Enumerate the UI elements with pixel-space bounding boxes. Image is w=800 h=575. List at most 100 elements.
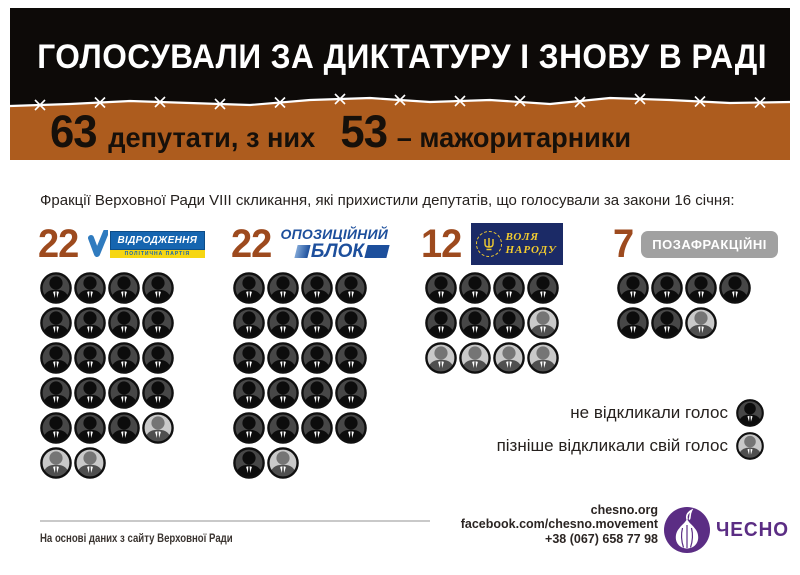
icon-grid-opposition-bloc [233, 272, 367, 479]
deputy-kept-icon [617, 307, 649, 339]
parallelogram-icon [364, 245, 390, 258]
deputy-recalled-icon [142, 412, 174, 444]
faction-header-pozafraktsiini: 7 ПОЗАФРАКЦІЙНІ [613, 221, 778, 267]
deputy-kept-icon [233, 377, 265, 409]
deputy-recalled-icon [527, 307, 559, 339]
deputy-kept-icon [493, 307, 525, 339]
legend-row-kept: не відкликали голос [570, 399, 764, 427]
deputy-kept-icon [108, 377, 140, 409]
deputy-kept-icon [527, 272, 559, 304]
opposition-bloc-logo-icon: ОПОЗИЦІЙНИЙ БЛОК [281, 227, 390, 261]
deputy-kept-icon [335, 342, 367, 374]
deputy-kept-icon [335, 377, 367, 409]
deputy-kept-icon [142, 272, 174, 304]
deputy-kept-icon [425, 307, 457, 339]
stats-line: 63 депутати, з них 53 – мажоритарники [50, 109, 631, 154]
stat-majoritarian-label: – мажоритарники [396, 122, 632, 153]
faction-count: 7 [613, 222, 634, 266]
deputy-kept-icon [335, 412, 367, 444]
website-link: chesno.org [590, 503, 658, 517]
deputy-kept-icon [335, 272, 367, 304]
deputy-kept-icon [335, 307, 367, 339]
deputy-kept-icon [142, 342, 174, 374]
deputy-kept-icon [74, 377, 106, 409]
subtitle: Фракції Верховної Ради VIII скликання, я… [40, 192, 735, 209]
legend-row-recalled: пізніше відкликали свій голос [497, 432, 764, 460]
deputy-recalled-icon [40, 447, 72, 479]
deputy-kept-icon [736, 399, 764, 427]
deputy-kept-icon [617, 272, 649, 304]
legend-kept-label: не відкликали голос [570, 403, 728, 422]
facebook-link: facebook.com/chesno.movement [460, 517, 658, 532]
deputy-recalled-icon [459, 342, 491, 374]
deputy-recalled-icon [527, 342, 559, 374]
stat-total-label: депутати, з них [108, 122, 316, 153]
deputy-kept-icon [301, 307, 333, 339]
deputy-kept-icon [459, 272, 491, 304]
deputy-kept-icon [685, 272, 717, 304]
deputy-kept-icon [301, 377, 333, 409]
volya-narodu-logo-icon: ВОЛЯ НАРОДУ [470, 223, 563, 265]
chesno-wordmark: ЧЕСНО [716, 519, 790, 541]
faction-count: 22 [38, 222, 79, 266]
deputy-kept-icon [74, 272, 106, 304]
deputy-kept-icon [651, 272, 683, 304]
faction-header-vidrodzhennya: 22 ВІДРОДЖЕННЯ ПОЛІТИЧНА ПАРТІЯ [38, 221, 206, 267]
volya-logo-line1: ВОЛЯ [505, 231, 540, 244]
deputy-kept-icon [651, 307, 683, 339]
deputy-recalled-icon [74, 447, 106, 479]
faction-header-volya-narodu: 12 ВОЛЯ НАРОДУ [421, 221, 563, 267]
checkmark-icon [87, 230, 108, 257]
deputy-kept-icon [108, 307, 140, 339]
faction-count: 12 [421, 222, 462, 266]
deputy-kept-icon [40, 272, 72, 304]
deputy-kept-icon [301, 272, 333, 304]
deputy-kept-icon [233, 412, 265, 444]
deputy-kept-icon [267, 412, 299, 444]
deputy-kept-icon [233, 447, 265, 479]
deputy-kept-icon [108, 272, 140, 304]
legend: не відкликали голос пізніше відкликали с… [497, 399, 764, 460]
deputy-kept-icon [40, 307, 72, 339]
deputy-recalled-icon [425, 342, 457, 374]
deputy-kept-icon [267, 377, 299, 409]
vidrodzhennya-logo-icon: ВІДРОДЖЕННЯ ПОЛІТИЧНА ПАРТІЯ [87, 230, 206, 258]
parallelogram-icon [294, 245, 311, 258]
deputy-kept-icon [301, 412, 333, 444]
stat-total-number: 63 [50, 106, 98, 157]
vidrodzhennya-logo-text: ВІДРОДЖЕННЯ [109, 230, 206, 250]
deputy-kept-icon [74, 412, 106, 444]
deputy-kept-icon [108, 412, 140, 444]
deputy-kept-icon [233, 272, 265, 304]
deputy-kept-icon [233, 342, 265, 374]
deputy-kept-icon [719, 272, 751, 304]
footer-divider [40, 520, 430, 522]
deputy-kept-icon [142, 377, 174, 409]
icon-grid-vidrodzhennya [40, 272, 174, 479]
icon-grid-volya-narodu [425, 272, 559, 374]
page-title: ГОЛОСУВАЛИ ЗА ДИКТАТУРУ І ЗНОВУ В РАДІ [37, 38, 767, 76]
deputy-kept-icon [40, 342, 72, 374]
deputy-kept-icon [459, 307, 491, 339]
deputy-kept-icon [267, 307, 299, 339]
deputy-kept-icon [493, 272, 525, 304]
legend-recalled-label: пізніше відкликали свій голос [496, 436, 728, 455]
deputy-kept-icon [74, 342, 106, 374]
deputy-kept-icon [301, 342, 333, 374]
deputy-kept-icon [108, 342, 140, 374]
stat-majoritarian-number: 53 [340, 106, 388, 157]
deputy-recalled-icon [267, 447, 299, 479]
faction-header-opposition-bloc: 22 ОПОЗИЦІЙНИЙ БЛОК [231, 221, 390, 267]
banner-background [10, 8, 790, 160]
volya-logo-line2: НАРОДУ [505, 244, 557, 256]
trident-emblem-icon [475, 231, 502, 257]
deputy-kept-icon [142, 307, 174, 339]
deputy-kept-icon [425, 272, 457, 304]
deputy-recalled-icon [493, 342, 525, 374]
deputy-recalled-icon [736, 432, 764, 460]
vidrodzhennya-logo-subtext: ПОЛІТИЧНА ПАРТІЯ [109, 249, 206, 258]
contact-block: chesno.org facebook.com/chesno.movement … [461, 503, 658, 546]
pozafraktsiini-badge: ПОЗАФРАКЦІЙНІ [641, 230, 778, 258]
faction-count: 22 [231, 222, 272, 266]
deputy-kept-icon [267, 272, 299, 304]
